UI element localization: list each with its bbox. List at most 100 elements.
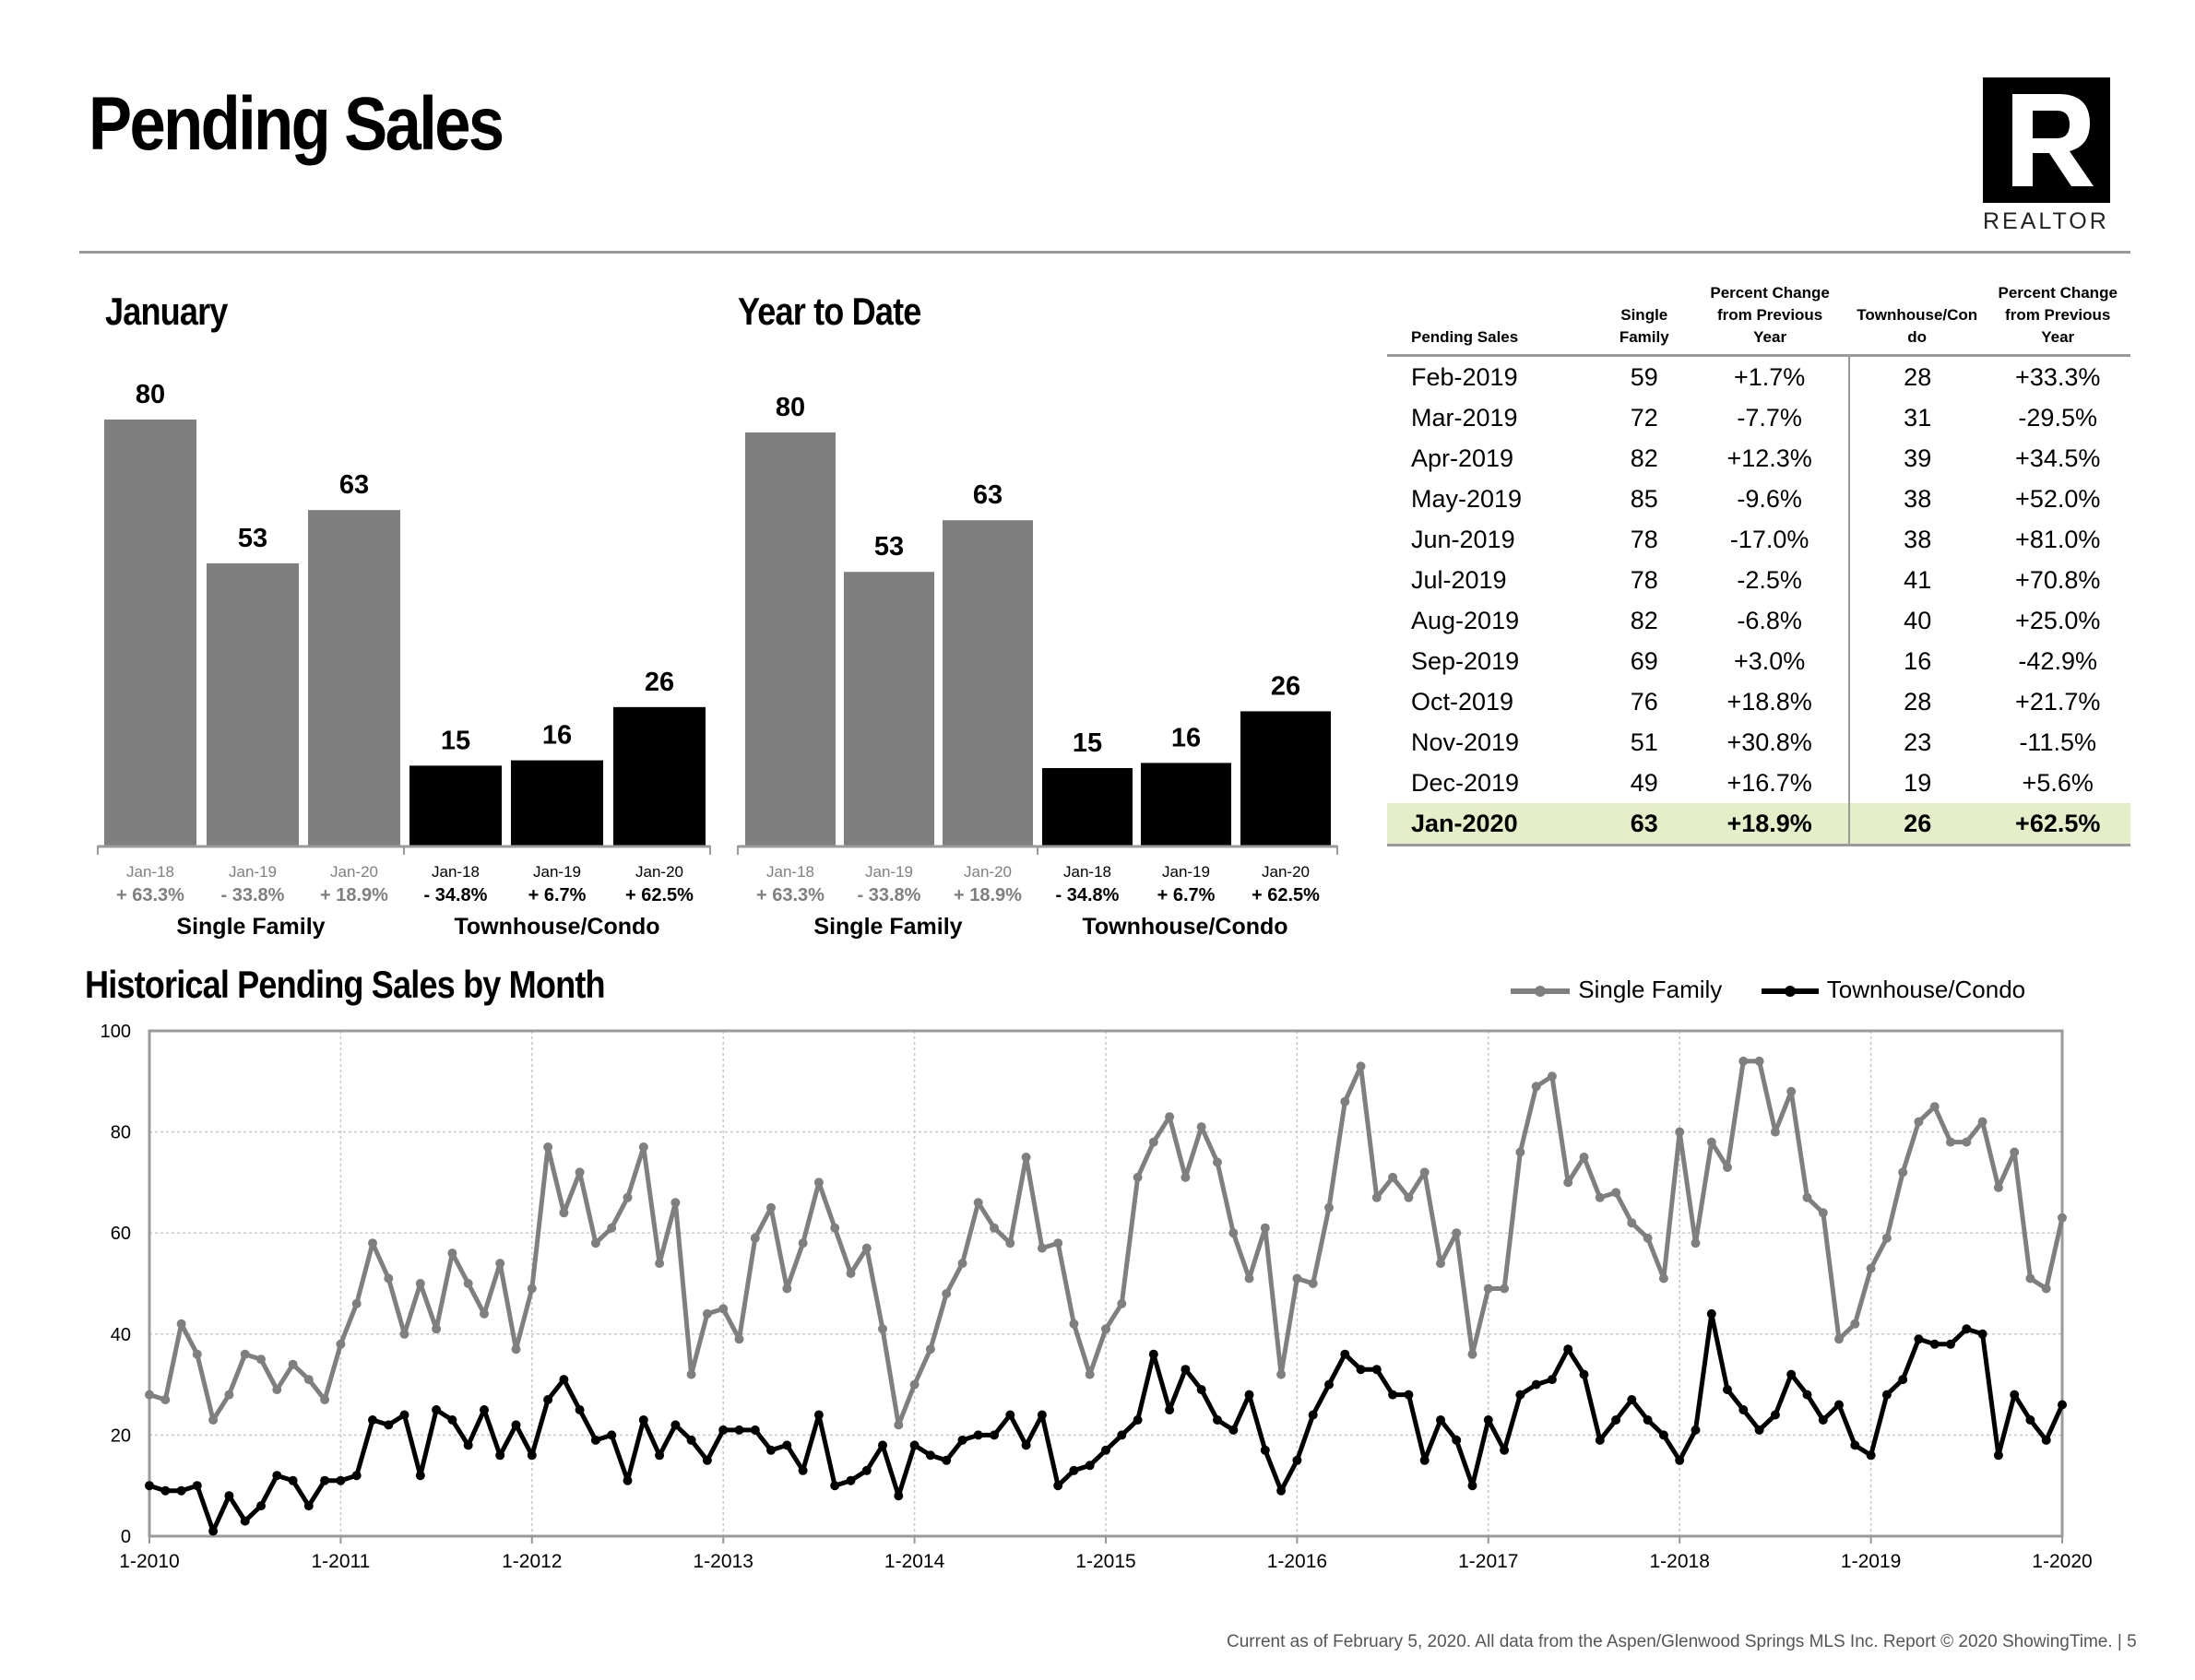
series-townhouse-point [1133, 1415, 1143, 1425]
series-townhouse-point [1818, 1415, 1828, 1425]
table-header-single-family: Single Family [1597, 282, 1691, 357]
series-single-family-point [1547, 1071, 1557, 1082]
cell-th-change: +21.7% [2015, 687, 2101, 716]
bar-value-label: 63 [339, 470, 369, 500]
series-townhouse-point [1802, 1390, 1812, 1400]
cell-period: Apr-2019 [1411, 444, 1514, 472]
series-townhouse-point [336, 1475, 346, 1485]
series-single-family-point [1770, 1127, 1780, 1137]
table-row: Jun-2019 78 -17.0% 38 +81.0% [1387, 519, 2130, 560]
bar [511, 760, 603, 846]
cell-townhouse: 28 [1847, 681, 1986, 722]
table-row: Jul-2019 78 -2.5% 41 +70.8% [1387, 560, 2130, 600]
bar [943, 520, 1033, 846]
series-townhouse-point [1467, 1481, 1477, 1491]
cell-th-change: +62.5% [1985, 803, 2130, 846]
series-single-family-point [1881, 1233, 1892, 1243]
series-single-family-point [1213, 1157, 1222, 1167]
series-townhouse-point [973, 1430, 983, 1440]
series-townhouse-point [909, 1440, 920, 1450]
series-townhouse-point [2010, 1390, 2020, 1400]
series-townhouse-point [1547, 1375, 1557, 1385]
series-single-family-point [670, 1198, 681, 1208]
series-single-family-point [1866, 1263, 1876, 1273]
bar [409, 765, 502, 846]
cell-th-change: +34.5% [2015, 444, 2101, 472]
series-single-family-point [1069, 1319, 1079, 1329]
series-townhouse-point [559, 1375, 569, 1385]
series-single-family-point [798, 1238, 808, 1248]
series-single-family-point [1371, 1192, 1382, 1202]
series-townhouse-point [208, 1526, 219, 1536]
realtor-r-mark-icon [2012, 94, 2094, 186]
table-header-sf-change: Percent Change from Previous Year [1691, 282, 1849, 357]
cell-single-family: 85 [1630, 484, 1658, 513]
legend-single-family: Single Family [1511, 976, 1722, 1004]
series-single-family-point [655, 1259, 665, 1269]
cell-sf-change: +3.0% [1733, 646, 1806, 675]
bar-change-label: + 63.3% [756, 885, 825, 905]
series-townhouse-point [1834, 1400, 1844, 1410]
series-townhouse-point [1850, 1440, 1860, 1450]
series-single-family-point [1196, 1122, 1206, 1132]
cell-single-family: 59 [1630, 362, 1658, 391]
cell-th-change: +25.0% [2015, 606, 2101, 634]
bar-value-label: 26 [1271, 671, 1300, 701]
series-townhouse-point [463, 1440, 473, 1450]
series-single-family-point [1483, 1284, 1493, 1294]
series-townhouse-point [1404, 1390, 1414, 1400]
cell-sf-change: -2.5% [1737, 565, 1802, 594]
series-single-family-point [463, 1279, 473, 1288]
series-single-family-point [511, 1344, 521, 1355]
bar [1042, 768, 1133, 846]
january-heading: January [105, 290, 228, 333]
bar-change-label: + 18.9% [954, 885, 1022, 905]
x-tick-label: 1-2012 [502, 1551, 562, 1572]
series-townhouse-point [878, 1440, 887, 1450]
series-townhouse-point [957, 1435, 967, 1445]
series-single-family-point [1658, 1273, 1668, 1284]
cell-single-family: 78 [1630, 565, 1658, 594]
series-single-family-point [1929, 1102, 1940, 1112]
series-townhouse-point [1675, 1455, 1685, 1465]
series-townhouse-point [272, 1471, 282, 1481]
cell-townhouse: 23 [1847, 722, 1986, 763]
cell-townhouse: 40 [1847, 600, 1986, 641]
series-townhouse-point [846, 1475, 856, 1485]
series-townhouse-point [894, 1491, 904, 1501]
y-tick-label: 100 [101, 1022, 131, 1042]
cell-th-change: -11.5% [2019, 728, 2096, 756]
series-townhouse-point [1148, 1349, 1158, 1359]
bar-value-label: 26 [645, 668, 674, 697]
series-townhouse-point [288, 1475, 298, 1485]
series-townhouse-point [1101, 1445, 1110, 1455]
pending-sales-table: Pending Sales Single Family Percent Chan… [1387, 282, 2130, 846]
cell-th-change: +5.6% [2022, 768, 2094, 797]
series-townhouse-point [1260, 1445, 1270, 1455]
series-townhouse-point [750, 1425, 760, 1435]
x-tick-label: 1-2017 [1458, 1551, 1518, 1572]
page-title: Pending Sales [89, 82, 504, 166]
series-single-family-point [1244, 1273, 1254, 1284]
series-single-family-point [1276, 1369, 1287, 1379]
series-townhouse-point [655, 1450, 665, 1461]
series-single-family-point [925, 1344, 935, 1355]
cell-period: Feb-2019 [1411, 362, 1518, 391]
series-single-family-point [303, 1375, 314, 1385]
series-single-family-point [1802, 1192, 1812, 1202]
series-single-family-point [2025, 1273, 2035, 1284]
series-townhouse-point [176, 1485, 186, 1496]
series-townhouse-point [1085, 1461, 1095, 1471]
series-single-family-point [766, 1202, 776, 1213]
series-townhouse-point [1531, 1379, 1541, 1390]
series-single-family-point [782, 1284, 792, 1294]
series-townhouse-point [1419, 1455, 1430, 1465]
series-townhouse-point [813, 1410, 824, 1420]
series-townhouse-point [192, 1481, 202, 1491]
series-single-family-point [909, 1379, 920, 1390]
series-single-family-point [527, 1284, 537, 1294]
series-single-family-point [1977, 1117, 1987, 1127]
series-single-family-point [495, 1259, 505, 1269]
series-single-family-point [1706, 1137, 1716, 1147]
